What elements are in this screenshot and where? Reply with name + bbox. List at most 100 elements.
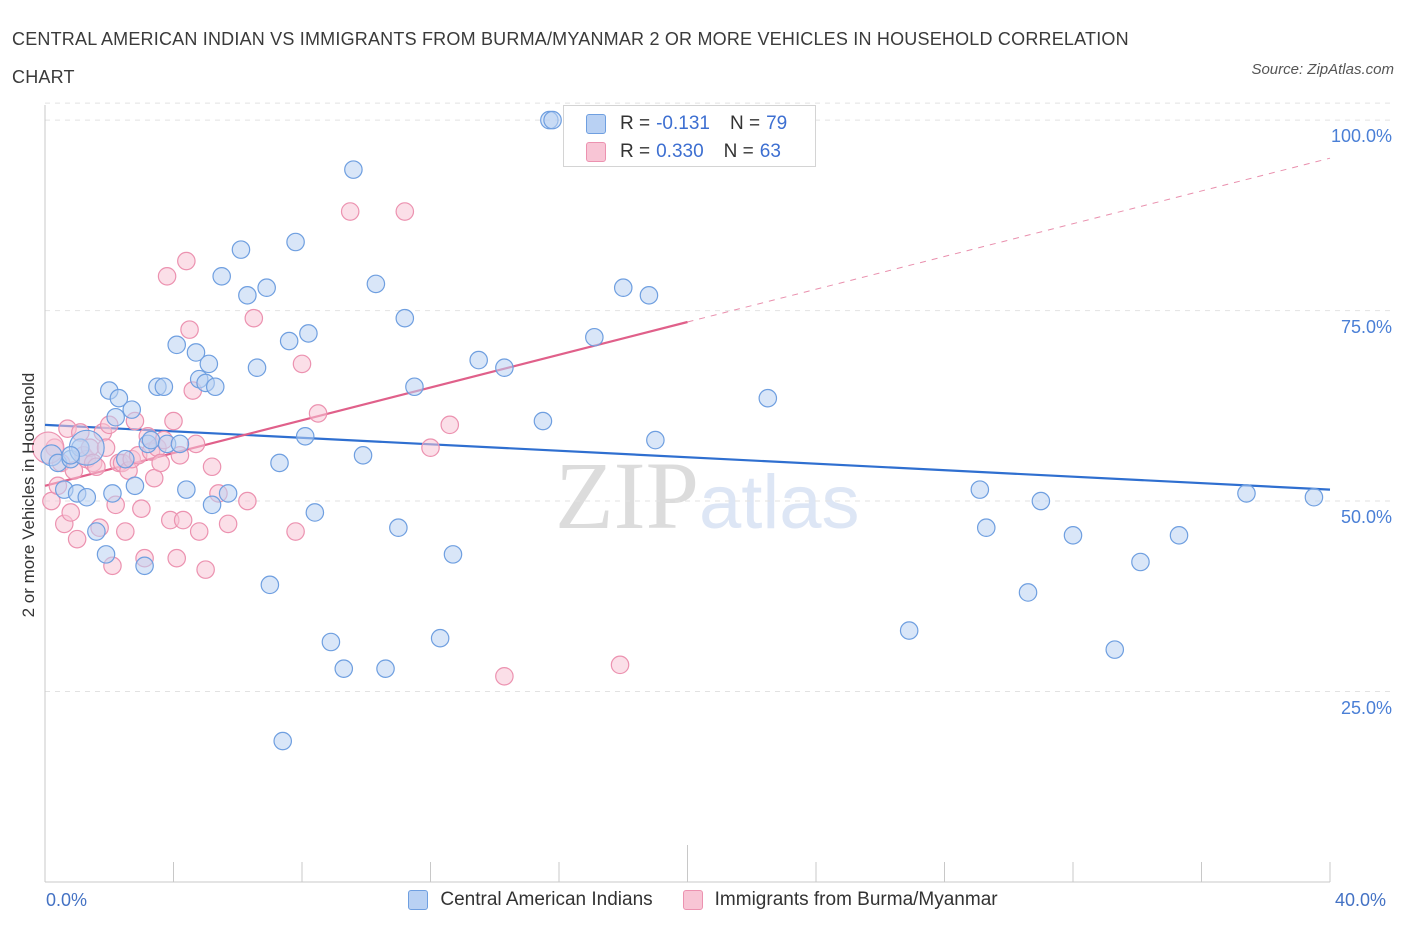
legend-r-value: -0.131 <box>656 113 710 134</box>
y-tick-label-75: 75.0% <box>1340 316 1392 337</box>
point-central-american <box>247 358 267 378</box>
y-axis-label: 2 or more Vehicles in Household <box>19 372 38 618</box>
point-central-american <box>1237 484 1256 503</box>
point-central-american <box>376 659 395 678</box>
point-central-american <box>231 240 251 259</box>
point-central-american <box>758 388 778 408</box>
point-central-american <box>141 430 161 450</box>
point-central-american <box>77 487 97 507</box>
chart-title: CENTRAL AMERICAN INDIAN VS IMMIGRANTS FR… <box>12 29 1129 87</box>
point-burma <box>340 202 360 221</box>
point-burma <box>116 522 135 541</box>
point-burma <box>395 202 415 221</box>
point-central-american <box>295 426 315 446</box>
point-central-american <box>646 430 665 450</box>
points-central-american <box>40 110 1324 751</box>
legend-r-value: 0.330 <box>656 141 704 162</box>
legend-swatch-blue <box>408 890 429 910</box>
correlation-legend: R = -0.131 N = 79 R = 0.330 N = 63 <box>563 105 816 167</box>
point-burma <box>610 655 630 675</box>
axes <box>44 105 1331 883</box>
legend-row-blue: R = -0.131 N = 79 <box>586 112 807 136</box>
point-central-american <box>1304 487 1324 507</box>
point-central-american <box>299 324 318 343</box>
watermark: ZIPatlas <box>555 440 860 551</box>
point-central-american <box>495 358 514 378</box>
point-central-american <box>395 308 415 328</box>
point-central-american <box>344 160 363 179</box>
point-central-american <box>1105 640 1125 659</box>
point-central-american <box>199 354 219 374</box>
legend-row-pink: R = 0.330 N = 63 <box>586 140 801 164</box>
point-central-american <box>103 484 122 503</box>
trend-line-central-american <box>44 423 1331 491</box>
trend-lines <box>44 157 1331 491</box>
point-central-american <box>976 518 996 538</box>
legend-r-label: R = <box>620 141 651 162</box>
point-burma <box>151 453 170 473</box>
point-burma <box>286 522 305 541</box>
point-burma <box>157 266 177 286</box>
legend-n-value: 63 <box>759 141 781 162</box>
point-central-american <box>96 545 116 564</box>
point-central-american <box>1063 526 1083 545</box>
y-tick-label-100: 100.0% <box>1330 126 1392 147</box>
point-burma <box>202 457 222 477</box>
point-central-american <box>170 434 190 454</box>
legend-swatch-pink <box>586 142 606 162</box>
y-tick-label-25: 25.0% <box>1340 697 1392 718</box>
point-central-american <box>212 266 231 286</box>
point-burma <box>495 666 514 686</box>
point-burma <box>180 320 199 339</box>
watermark-atlas: atlas <box>699 460 860 545</box>
point-central-american <box>273 731 293 751</box>
point-central-american <box>970 480 990 499</box>
legend-n-label: N = <box>723 141 754 162</box>
legend-swatch-pink <box>682 890 703 910</box>
point-central-american <box>389 518 408 538</box>
point-central-american <box>270 453 289 473</box>
point-central-american <box>533 411 553 431</box>
legend-n-label: N = <box>729 113 761 134</box>
point-burma <box>421 438 440 458</box>
point-burma <box>186 434 206 454</box>
point-burma <box>238 491 257 511</box>
point-central-american <box>585 327 604 347</box>
point-central-american <box>122 400 142 419</box>
point-central-american <box>1169 526 1189 545</box>
point-central-american <box>202 495 222 515</box>
point-burma <box>440 415 460 435</box>
point-burma <box>218 514 238 534</box>
legend-item-burma[interactable]: Immigrants from Burma/Myanmar <box>682 889 998 911</box>
gridlines <box>45 102 1395 693</box>
source-label: Source: ZipAtlas.com <box>1251 61 1394 78</box>
point-burma <box>189 522 209 541</box>
point-burma <box>167 548 187 568</box>
point-burma <box>164 411 183 431</box>
y-tick-label-50: 50.0% <box>1340 507 1392 528</box>
point-central-american <box>543 110 562 130</box>
point-central-american <box>899 621 919 640</box>
point-central-american <box>639 286 659 305</box>
point-central-american <box>205 377 225 397</box>
legend-swatch-blue <box>586 114 606 134</box>
point-burma <box>244 308 264 328</box>
point-central-american <box>469 350 488 370</box>
point-burma <box>67 529 87 549</box>
point-central-american <box>61 446 80 465</box>
point-burma <box>196 560 215 579</box>
point-central-american <box>186 343 206 362</box>
point-burma <box>177 251 196 271</box>
point-central-american <box>1031 491 1051 511</box>
point-burma <box>292 354 312 374</box>
x-tick-label-max: 40.0% <box>1335 890 1387 910</box>
point-central-american <box>286 232 305 252</box>
point-central-american <box>154 377 174 397</box>
legend-n-value: 79 <box>766 113 788 134</box>
point-central-american <box>305 503 325 522</box>
point-central-american <box>334 659 354 678</box>
x-tick-label-min: 0.0% <box>46 890 88 910</box>
point-central-american <box>106 407 125 427</box>
legend-item-central-american[interactable]: Central American Indians <box>408 889 653 911</box>
